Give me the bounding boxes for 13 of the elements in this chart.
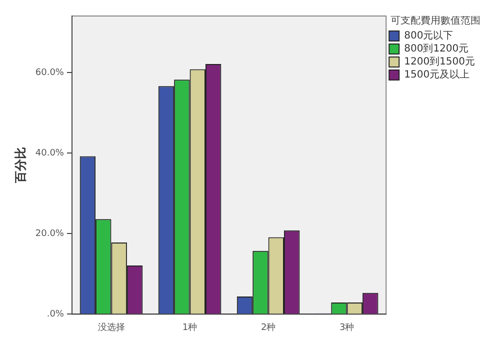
legend-label: 1500元及以上 — [404, 68, 470, 81]
y-tick-label: .0% — [46, 310, 64, 320]
y-tick-label: 60.0% — [35, 68, 64, 78]
legend-label: 800到1200元 — [404, 44, 469, 55]
x-tick-label: 没选择 — [98, 322, 125, 333]
y-axis-title: 百分比 — [13, 147, 28, 184]
legend-label: 1200到1500元 — [404, 56, 476, 68]
y-tick-label: 40.0% — [35, 148, 64, 158]
legend-label: 800元以下 — [404, 30, 454, 42]
x-tick-label: 2种 — [260, 322, 276, 333]
x-tick-label: 3种 — [339, 322, 354, 333]
y-tick-label: 20.0% — [35, 228, 64, 239]
x-tick-label: 1种 — [182, 322, 198, 333]
